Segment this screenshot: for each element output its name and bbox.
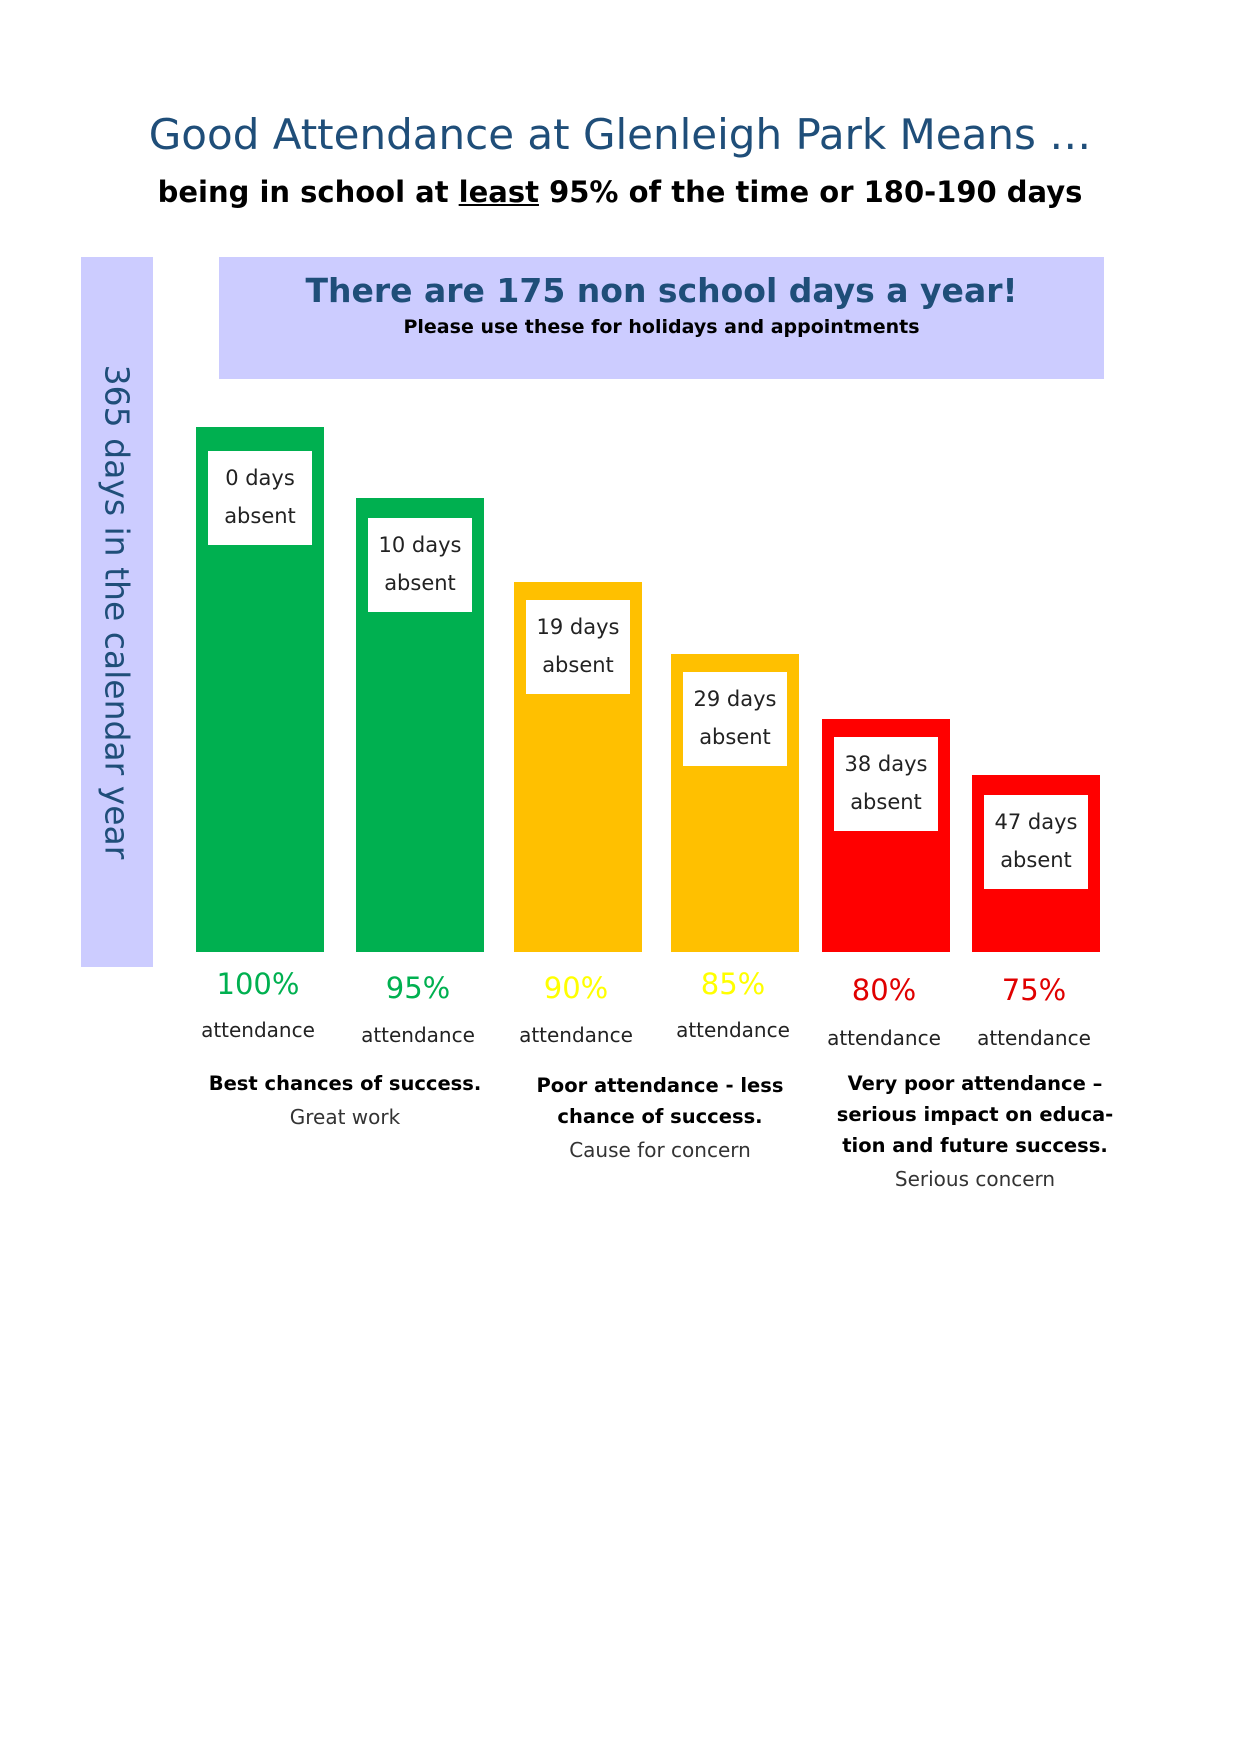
group-note-headline: Poor attendance - less chance of success. [505,1070,815,1132]
group-note-concern: Poor attendance - less chance of success.… [505,1070,815,1162]
attendance-word: attendance [519,1023,633,1047]
group-note-headline: Best chances of success. [195,1068,495,1099]
attendance-word: attendance [676,1018,790,1042]
banner-subline: Please use these for holidays and appoin… [403,316,920,338]
days-absent-box [834,737,938,831]
attendance-percent: 95% [386,971,450,1005]
attendance-percent: 90% [544,971,608,1005]
page-subtitle: being in school at least 95% of the time… [0,175,1240,209]
attendance-percent: 100% [217,967,300,1001]
days-absent-box [368,518,472,612]
attendance-percent: 75% [1002,973,1066,1007]
page-title: Good Attendance at Glenleigh Park Means … [148,110,1092,159]
group-note-tag: Serious concern [894,1167,1056,1191]
group-note-headline-line: Very poor attendance – [847,1072,1103,1095]
days-absent-count: 38 days [845,752,928,776]
group-note-tag: Great work [289,1105,401,1129]
group-note-serious: Very poor attendance – serious impact on … [820,1068,1130,1191]
group-note-tag: Cause for concern [569,1138,751,1162]
subtitle-part-2: 95% of the time or 180-190 days [538,175,1083,209]
days-absent-word: absent [224,504,296,528]
days-absent-box [526,600,630,694]
calendar-year-band [81,257,153,967]
banner-headline: There are 175 non school days a year! [305,271,1018,310]
days-absent-count: 19 days [537,615,620,639]
days-absent-word: absent [699,725,771,749]
days-absent-word: absent [542,653,614,677]
group-note-headline-line: Best chances of success. [208,1072,482,1095]
non-school-days-banner: There are 175 non school days a year! Pl… [219,257,1104,379]
days-absent-count: 29 days [694,687,777,711]
group-note-headline-line: Poor attendance - less [536,1074,784,1097]
attendance-word: attendance [361,1023,475,1047]
days-absent-word: absent [850,790,922,814]
days-absent-word: absent [1000,848,1072,872]
subtitle-part-1: being in school at [157,175,459,209]
days-absent-box [208,451,312,545]
group-note-headline-line: chance of success. [557,1105,763,1128]
group-note-good: Best chances of success. Great work [195,1068,495,1129]
group-note-headline-line: serious impact on educa- [836,1103,1114,1126]
attendance-percent: 85% [701,967,765,1001]
days-absent-word: absent [384,571,456,595]
days-absent-box [984,795,1088,889]
attendance-word: attendance [977,1026,1091,1050]
attendance-word: attendance [827,1026,941,1050]
attendance-percent: 80% [852,973,916,1007]
days-absent-count: 47 days [995,810,1078,834]
days-absent-count: 10 days [379,533,462,557]
group-note-headline-line: tion and future success. [842,1134,1108,1157]
days-absent-box [683,672,787,766]
days-absent-count: 0 days [225,466,295,490]
group-note-headline: Very poor attendance – serious impact on … [820,1068,1130,1161]
subtitle-underlined-word: least [458,175,539,209]
attendance-word: attendance [201,1018,315,1042]
